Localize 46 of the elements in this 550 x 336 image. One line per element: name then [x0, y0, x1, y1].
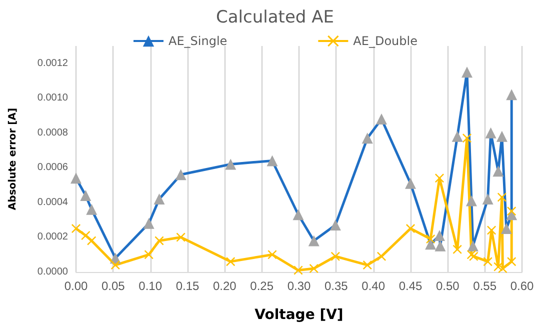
- x-axis-title: Voltage [V]: [254, 307, 344, 323]
- point: [226, 257, 236, 266]
- y-tick-label: 0.0004: [37, 196, 68, 208]
- chart-title: Calculated AE: [216, 8, 334, 28]
- legend-label: AE_Single: [168, 34, 228, 48]
- x-tick-label: 0.40: [362, 279, 386, 293]
- x-tick-label: 0.60: [510, 279, 534, 293]
- x-tick-label: 0.45: [398, 279, 422, 293]
- point: [483, 257, 492, 266]
- point: [462, 134, 472, 143]
- point: [487, 226, 496, 235]
- point: [469, 252, 478, 261]
- point: [377, 252, 386, 261]
- point: [110, 260, 120, 270]
- y-tick-label: 0.0008: [37, 127, 68, 138]
- point: [81, 230, 90, 240]
- y-tick-label: 0.0012: [37, 58, 68, 69]
- y-tick-label: 0.0006: [37, 162, 68, 174]
- point: [309, 264, 318, 274]
- x-tick-label: 0.50: [436, 279, 460, 293]
- x-tick-label: 0.55: [473, 279, 497, 293]
- x-tick-label: 0.20: [212, 279, 237, 293]
- x-tick-label: 0.25: [250, 279, 274, 293]
- point: [498, 264, 508, 274]
- point: [507, 206, 516, 216]
- legend-label: AE_Double: [353, 34, 418, 48]
- point: [426, 234, 436, 244]
- x-tick-label: 0.05: [101, 279, 126, 293]
- y-tick-label: 0.0010: [37, 92, 68, 104]
- x-tick-label: 0.10: [138, 279, 162, 293]
- x-tick-label: 0.00: [64, 279, 88, 293]
- point: [362, 260, 372, 270]
- point: [268, 250, 277, 260]
- point: [434, 174, 444, 183]
- y-axis-title: Absolute error [A]: [8, 108, 18, 210]
- x-tick-label: 0.15: [176, 279, 200, 293]
- point: [330, 252, 340, 261]
- point: [507, 257, 516, 266]
- x-tick-label: 0.35: [324, 279, 348, 293]
- point: [87, 236, 96, 246]
- y-tick-label: 0.0002: [37, 232, 68, 243]
- x-tick-label: 0.30: [287, 279, 311, 293]
- point: [144, 250, 154, 260]
- y-tick-label: 0.0000: [37, 266, 68, 278]
- point: [497, 192, 506, 202]
- point: [452, 244, 462, 254]
